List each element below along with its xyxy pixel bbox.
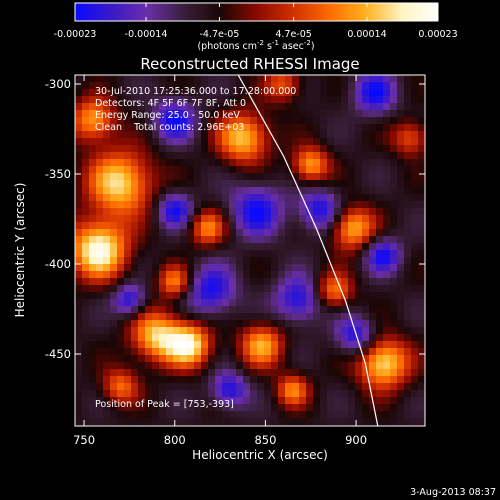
x-tick-label: 850 [254, 433, 276, 447]
colorbar-tick-label: 4.7e-05 [275, 29, 311, 40]
colorbar-tick-label: -4.7e-05 [199, 29, 239, 40]
annotation-energy-range: Energy Range: 25.0 - 50.0 keV [95, 110, 240, 121]
colorbar-tick-label: -0.00014 [125, 29, 168, 40]
colorbar-ticks: -0.00023 -0.00014 -4.7e-05 4.7e-05 0.00014 0.… [54, 3, 458, 40]
heatmap-image [75, 75, 425, 426]
plot-frame [74, 74, 426, 427]
y-tick-label: -400 [45, 257, 71, 271]
colorbar-tick-label: 0.00014 [347, 29, 386, 40]
annotation-detectors: Detectors: 4F 5F 6F 7F 8F, Att 0 [95, 98, 246, 109]
x-tick-label: 900 [345, 433, 367, 447]
colorbar-tick-label: 0.00023 [418, 29, 457, 40]
y-tick-label: -300 [45, 77, 71, 91]
solar-limb-arc [237, 75, 379, 426]
annotation-clean-counts: Clean Total counts: 2.96E+03 [95, 122, 244, 133]
colorbar-tick-label: -0.00023 [54, 29, 97, 40]
annotation-time-range: 30-Jul-2010 17:25:36.000 to 17:28:00.000 [95, 86, 296, 97]
y-tick-label: -350 [45, 167, 71, 181]
chart-title: Reconstructed RHESSI Image [140, 55, 359, 73]
colorbar [74, 2, 439, 22]
y-axis-label: Heliocentric Y (arcsec) [13, 183, 27, 318]
x-tick-label: 800 [164, 433, 186, 447]
x-axis-label: Heliocentric X (arcsec) [192, 448, 328, 462]
peak-position-label: Position of Peak = [753,-393] [95, 399, 234, 410]
x-tick-label: 750 [73, 433, 95, 447]
footer-date: 3-Aug-2013 08:37 [410, 487, 496, 498]
y-tick-label: -450 [45, 347, 71, 361]
colorbar-units: (photons cm-2 s-1 asec-2) [197, 39, 314, 52]
axis-ticks: 750 800 850 900 -300 -350 -400 -450 [45, 75, 425, 447]
